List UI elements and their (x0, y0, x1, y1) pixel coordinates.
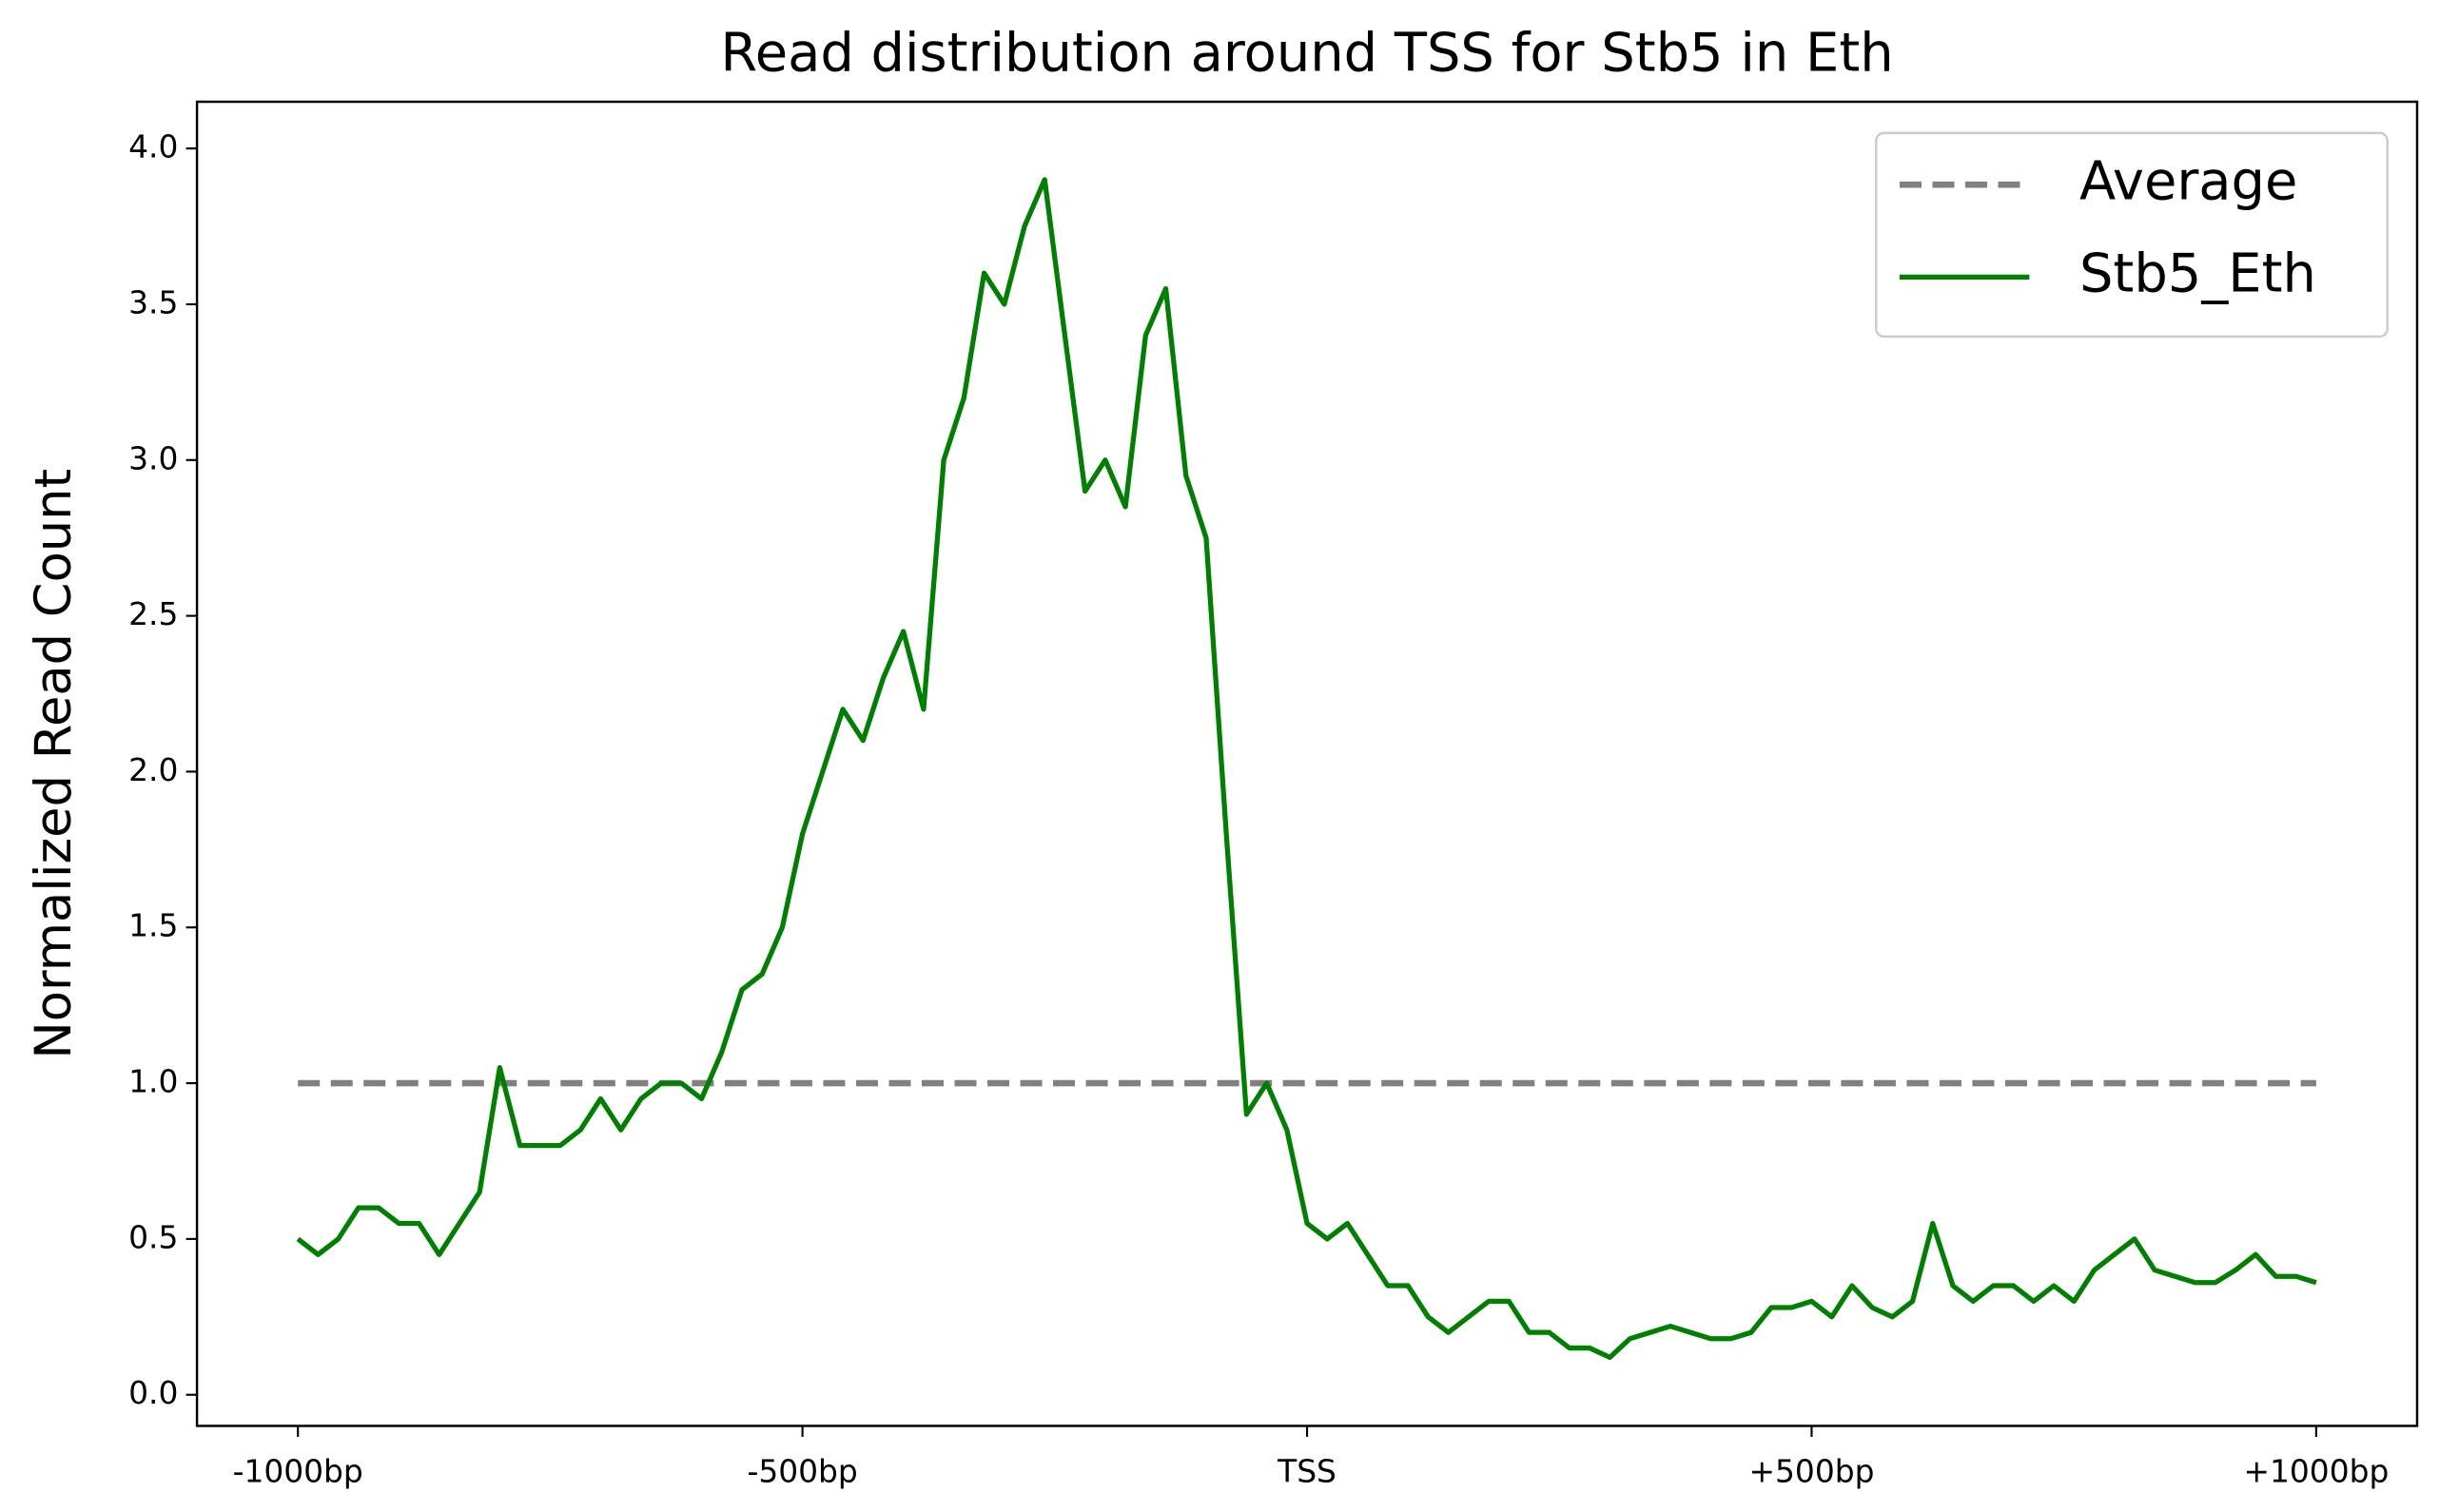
data-line (296, 177, 2317, 1361)
y-tick-label: 2.5 (128, 595, 178, 632)
x-tick-label: -1000bp (233, 1452, 363, 1489)
y-tick-label: 3.0 (128, 439, 178, 476)
y-tick-label: 1.0 (128, 1063, 178, 1100)
chart-title: Read distribution around TSS for Stb5 in… (720, 22, 1893, 84)
y-tick-label: 0.0 (128, 1374, 178, 1411)
y-tick-label: 0.5 (128, 1218, 178, 1255)
legend-label: Stb5_Eth (2079, 242, 2316, 304)
y-tick-label: 2.0 (128, 751, 178, 788)
x-tick-label: +1000bp (2243, 1452, 2389, 1489)
y-axis-label: Normalized Read Count (25, 469, 83, 1059)
plot-frame (195, 100, 2419, 1427)
x-tick-label: TSS (1277, 1452, 1337, 1489)
x-tick-label: +500bp (1749, 1452, 1875, 1489)
x-tick-label: -500bp (747, 1452, 857, 1489)
y-tick-label: 3.5 (128, 283, 178, 320)
y-tick-label: 4.0 (128, 128, 178, 165)
legend-label: Average (2079, 150, 2297, 212)
y-tick-label: 1.5 (128, 907, 178, 944)
